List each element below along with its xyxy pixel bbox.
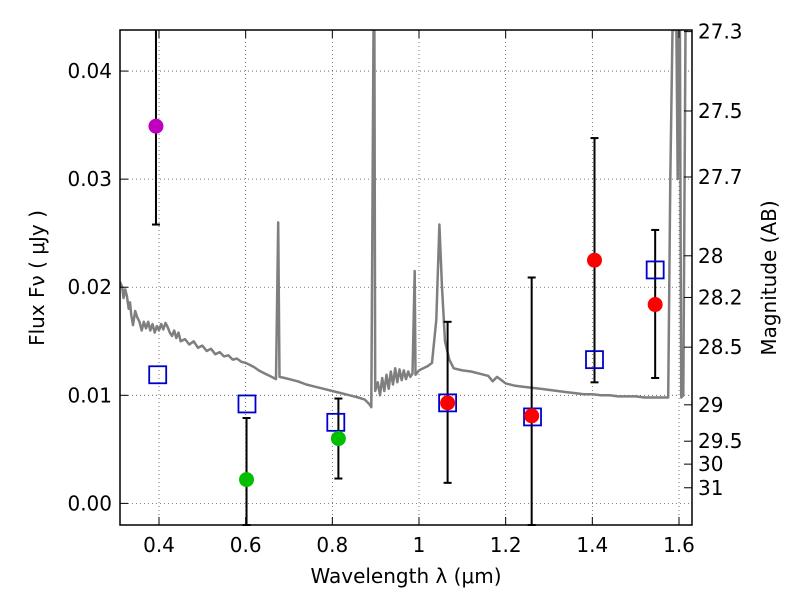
model-square [438,393,458,413]
x-tick-label: 0.4 [143,533,175,557]
mag-tick-label: 28.5 [698,335,743,359]
observed-point [440,395,456,411]
mag-tick-label: 27.7 [698,165,743,189]
mag-tick-label: 27.5 [698,99,743,123]
y-tick-label: 0.01 [67,383,112,407]
observed-point [524,408,540,424]
observed-point [330,431,346,447]
model-spectrum-layer [120,30,688,409]
x-tick-label: 1.2 [490,533,522,557]
model-square [326,412,346,432]
y-axis-label: Flux Fν ( μJy ) [25,210,49,346]
model-squares-layer [148,260,665,432]
axis-ticks: 0.4 0.6 0.8 1 1.2 1.4 1.6 0.00 0.01 0.02 0.03 0.04 2… [67,20,742,557]
y-tick-label: 0.04 [67,59,112,83]
x-tick-label: 1.6 [663,533,695,557]
plot-frame [119,29,693,526]
model-square [645,260,665,280]
x-tick-label: 1 [413,533,426,557]
x-tick-label: 0.8 [316,533,348,557]
grid-lines [120,30,692,525]
x-tick-label: 1.4 [576,533,608,557]
observed-points-layer [148,118,663,488]
y-tick-label: 0.00 [67,491,112,515]
y2-axis-label: Magnitude (AB) [757,200,781,355]
mag-tick-label: 27.3 [698,20,743,44]
observed-point [239,472,255,488]
x-axis-label: Wavelength λ (μm) [310,564,501,588]
y-tick-label: 0.02 [67,275,112,299]
mag-tick-label: 29 [698,393,723,417]
model-square [148,365,168,385]
observed-point [148,118,164,134]
model-square [585,350,604,370]
model-square [237,394,257,414]
mag-tick-label: 31 [698,476,723,500]
error-bars-layer [151,30,660,526]
x-tick-label: 0.6 [230,533,262,557]
y-tick-label: 0.03 [67,167,112,191]
spectrum-line [120,30,688,409]
mag-tick-label: 30 [698,452,723,476]
mag-tick-label: 29.5 [698,429,743,453]
mag-tick-label: 28 [698,244,723,268]
mag-tick-label: 28.2 [698,285,743,309]
observed-point [587,252,602,268]
observed-point [647,297,663,313]
